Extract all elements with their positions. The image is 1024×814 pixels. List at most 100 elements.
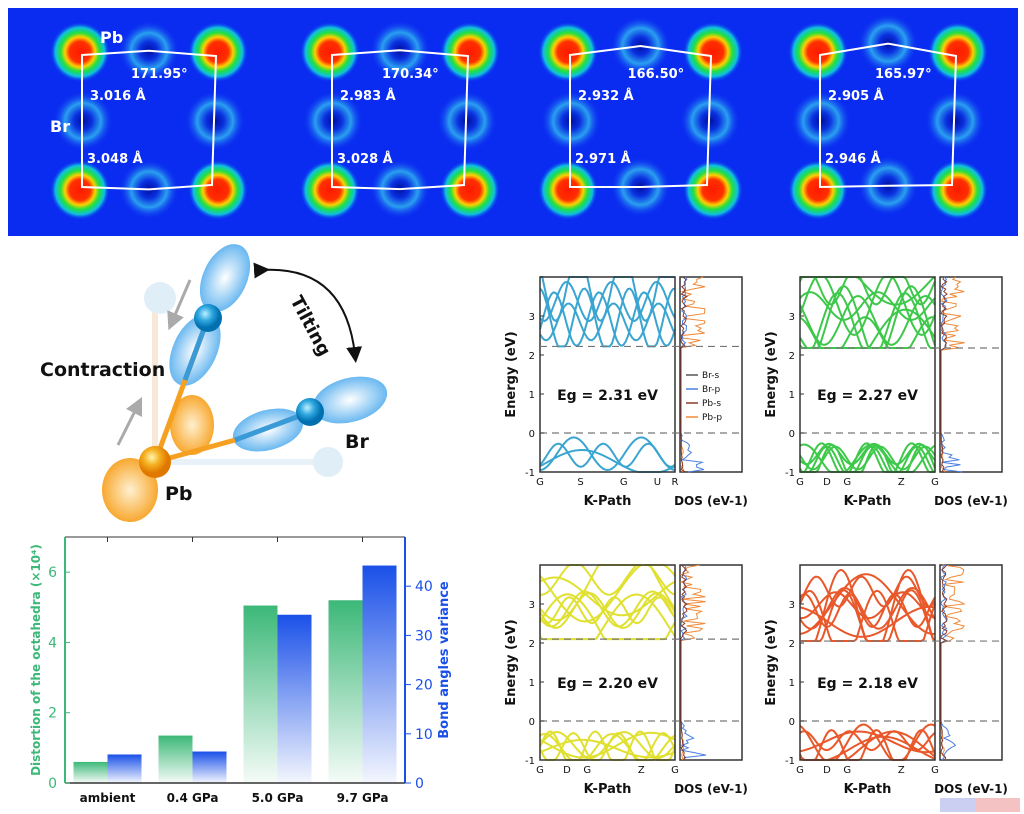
dos-axis-label: DOS (eV-1) bbox=[674, 494, 748, 508]
conduction-band bbox=[539, 596, 676, 625]
bond-angle: 166.50° bbox=[628, 67, 685, 82]
bar-distortion bbox=[328, 600, 363, 783]
pb-orbital-lobe bbox=[102, 458, 158, 522]
dos-curve bbox=[940, 276, 948, 473]
br-atom-label: Br bbox=[345, 431, 369, 453]
bond-angle: 170.34° bbox=[382, 67, 439, 82]
bond-length-top: 2.932 Å bbox=[578, 88, 634, 104]
dos-plot-frame bbox=[939, 276, 1003, 473]
pb-density bbox=[928, 22, 988, 82]
dos-curve bbox=[940, 564, 957, 761]
band-plot-frame bbox=[539, 564, 676, 761]
pb-atom-label: Pb bbox=[165, 483, 193, 505]
bond-length-bottom: 2.971 Å bbox=[575, 151, 631, 167]
x-tick-label: 0.4 GPa bbox=[167, 791, 219, 805]
bond-angle: 171.95° bbox=[131, 67, 188, 82]
watermark-logo bbox=[940, 798, 1020, 812]
octahedra-outline bbox=[569, 44, 713, 188]
dos-plot-frame bbox=[679, 276, 743, 473]
dos-curve bbox=[680, 564, 688, 761]
dos-legend-label: Pb-p bbox=[702, 413, 722, 423]
energy-tick-label: -1 bbox=[525, 468, 535, 479]
band-plot-frame bbox=[799, 276, 936, 473]
k-point-label: G bbox=[620, 477, 628, 488]
br-density bbox=[925, 91, 985, 151]
band-structure-panel: Eg = 2.20 eV -1 0 1 2 3 G D G Z G K-Path DOS (eV-1) E… bbox=[504, 564, 748, 797]
contraction-arrow bbox=[167, 279, 192, 331]
br-density bbox=[437, 91, 497, 151]
dos-curve bbox=[940, 564, 949, 761]
left-axis-title: Distortion of the octahedra (×10⁴) bbox=[29, 544, 43, 776]
bar-bond-angle-variance bbox=[362, 565, 397, 783]
k-point-label: G bbox=[796, 765, 804, 776]
bar-distortion bbox=[158, 735, 193, 783]
k-point-label: G bbox=[536, 765, 544, 776]
k-point-label: D bbox=[563, 765, 571, 776]
pb-density bbox=[683, 22, 743, 82]
dos-curve bbox=[940, 276, 963, 473]
pb-orbital-lobe bbox=[170, 395, 214, 455]
energy-tick-label: 2 bbox=[789, 351, 795, 362]
conduction-band bbox=[539, 592, 676, 629]
bond-length-bottom: 2.946 Å bbox=[825, 151, 881, 167]
energy-tick-label: 0 bbox=[789, 429, 795, 440]
dos-curve bbox=[679, 564, 706, 760]
k-point-label: Z bbox=[638, 765, 645, 776]
pb-density bbox=[300, 160, 360, 220]
conduction-band bbox=[799, 285, 936, 349]
br-density bbox=[680, 91, 740, 151]
octahedra-tilting-diagram: Contraction Tilting Br Pb bbox=[40, 244, 388, 522]
k-point-label: G bbox=[843, 765, 851, 776]
band-gap-label: Eg = 2.27 eV bbox=[817, 388, 918, 404]
band-gap-label: Eg = 2.18 eV bbox=[817, 676, 918, 692]
pb-density bbox=[538, 22, 598, 82]
band-gap-label: Eg = 2.31 eV bbox=[557, 388, 658, 404]
contraction-label: Contraction bbox=[40, 359, 165, 381]
valence-band bbox=[539, 436, 676, 472]
k-point-label: G bbox=[671, 765, 679, 776]
dos-legend-label: Br-s bbox=[702, 371, 720, 381]
k-point-label: D bbox=[823, 765, 831, 776]
energy-tick-label: 2 bbox=[529, 351, 535, 362]
conduction-band bbox=[539, 590, 676, 628]
band-structure-panel: Eg = 2.27 eV -1 0 1 2 3 G D G Z G K-Path DOS (eV-1) E… bbox=[764, 276, 1008, 509]
k-point-label: G bbox=[931, 477, 939, 488]
octahedra-outline bbox=[81, 49, 218, 191]
conduction-band bbox=[799, 316, 936, 349]
br-atom bbox=[296, 398, 324, 426]
dos-axis-label: DOS (eV-1) bbox=[934, 494, 1008, 508]
charge-density-map: 170.34° 2.983 Å 3.028 Å bbox=[300, 20, 500, 220]
energy-tick-label: 2 bbox=[789, 639, 795, 650]
pb-density bbox=[50, 160, 110, 220]
conduction-band bbox=[539, 280, 676, 323]
valence-band bbox=[799, 443, 936, 473]
k-point-label: D bbox=[823, 477, 831, 488]
dos-legend-label: Pb-s bbox=[702, 399, 721, 409]
k-point-label: S bbox=[577, 477, 583, 488]
left-tick-label: 2 bbox=[48, 706, 57, 722]
conduction-band bbox=[539, 564, 676, 596]
pb-density bbox=[440, 22, 500, 82]
k-point-label: G bbox=[583, 765, 591, 776]
k-point-label: G bbox=[931, 765, 939, 776]
bond-length-bottom: 3.028 Å bbox=[337, 151, 393, 167]
pb-density bbox=[788, 22, 848, 82]
br-p-orbital-lobe bbox=[312, 376, 388, 424]
energy-tick-label: 0 bbox=[529, 429, 535, 440]
valence-band bbox=[539, 449, 676, 473]
band-plot-frame bbox=[539, 276, 676, 473]
energy-tick-label: 2 bbox=[529, 639, 535, 650]
energy-tick-label: 1 bbox=[529, 678, 535, 689]
conduction-band bbox=[799, 291, 936, 321]
tilting-arrow bbox=[253, 262, 363, 363]
k-path-label: K-Path bbox=[584, 782, 632, 797]
br-density bbox=[185, 91, 245, 151]
pb-density bbox=[928, 160, 988, 220]
valence-band bbox=[799, 730, 936, 752]
valence-band bbox=[539, 738, 676, 759]
right-tick-label: 0 bbox=[415, 776, 424, 792]
pb-density bbox=[538, 160, 598, 220]
valence-band bbox=[800, 442, 935, 473]
dos-plot-frame bbox=[679, 564, 743, 761]
